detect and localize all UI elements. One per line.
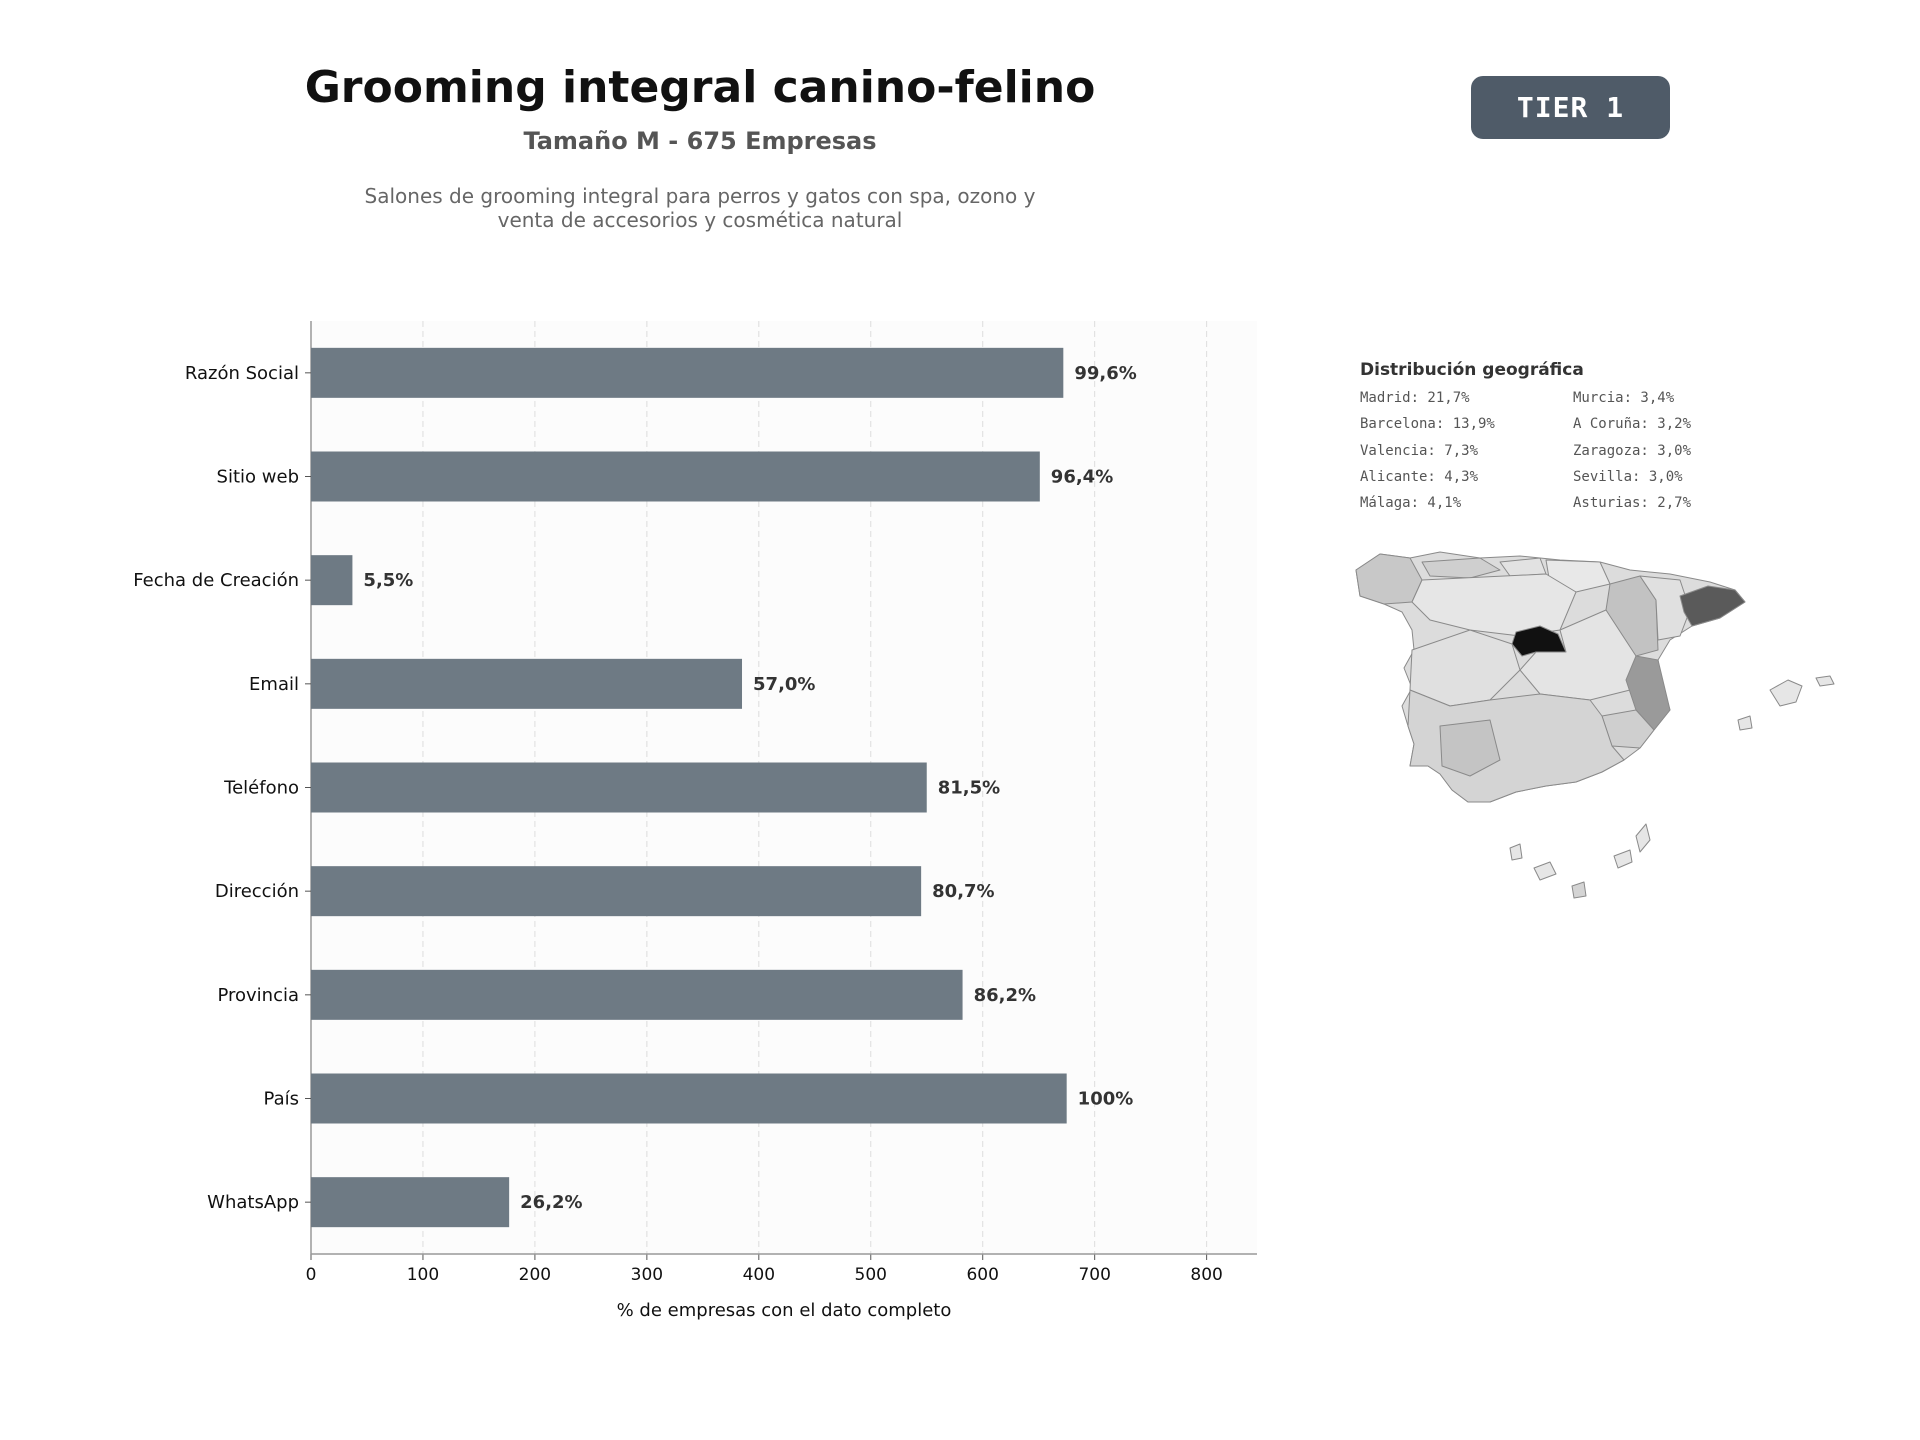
y-tick-label: Provincia — [217, 985, 299, 1006]
bar — [311, 451, 1040, 502]
data-label: 100% — [1078, 1089, 1134, 1110]
x-tick-label: 400 — [743, 1265, 775, 1285]
map-canary-1 — [1533, 861, 1557, 881]
description-line: Salones de grooming integral para perros… — [364, 184, 1036, 208]
x-axis-label: % de empresas con el dato completo — [617, 1300, 952, 1321]
map-region-asturias — [1421, 557, 1501, 579]
geo-item: Alicante: 4,3% — [1360, 468, 1479, 485]
x-tick-label: 0 — [306, 1265, 317, 1285]
geo-title: Distribución geográfica — [1360, 360, 1584, 380]
spain-map — [1355, 551, 1835, 899]
map-canary-2 — [1509, 843, 1523, 861]
map-menorca — [1815, 675, 1835, 687]
x-tick-label: 200 — [519, 1265, 551, 1285]
y-tick-label: Razón Social — [185, 363, 299, 384]
bar — [311, 866, 922, 917]
data-label: 26,2% — [520, 1192, 582, 1213]
geo-list: Madrid: 21,7% Barcelona: 13,9% Valencia:… — [1360, 390, 1800, 521]
map-region-sevilla — [1439, 719, 1501, 777]
y-tick-label: WhatsApp — [207, 1192, 299, 1213]
x-tick-label: 700 — [1078, 1265, 1110, 1285]
x-tick-label: 500 — [855, 1265, 887, 1285]
tier-badge: TIER 1 — [1471, 76, 1670, 139]
geo-distribution-panel: Distribución geográfica Madrid: 21,7% Ba… — [1360, 360, 1800, 521]
geo-item: A Coruña: 3,2% — [1573, 416, 1692, 433]
y-tick-label: País — [264, 1089, 299, 1110]
geo-item: Sevilla: 3,0% — [1573, 468, 1683, 485]
map-canary-3 — [1571, 881, 1587, 899]
page-title: Grooming integral canino-felino — [304, 62, 1096, 113]
geo-item: Barcelona: 13,9% — [1360, 416, 1495, 433]
map-ibiza — [1737, 715, 1753, 731]
bar — [311, 347, 1064, 398]
bar — [311, 1073, 1067, 1124]
completeness-bar-chart: 0 100 200 300 400 500 600 700 800 Razón Social 99,… — [133, 321, 1257, 1321]
y-tick-label: Teléfono — [223, 778, 299, 799]
data-label: 57,0% — [753, 674, 815, 695]
map-region-catalunya-west — [1639, 575, 1691, 641]
x-tick-label: 800 — [1190, 1265, 1222, 1285]
data-label: 99,6% — [1074, 363, 1136, 384]
geo-item: Málaga: 4,1% — [1360, 495, 1462, 512]
bar — [311, 969, 963, 1020]
map-mallorca — [1769, 679, 1803, 707]
x-tick-label: 100 — [407, 1265, 439, 1285]
bar — [311, 762, 927, 813]
map-region-barcelona — [1679, 585, 1746, 627]
geo-item: Madrid: 21,7% — [1360, 390, 1470, 406]
bar — [311, 658, 743, 709]
data-label: 80,7% — [932, 881, 994, 902]
y-tick-label: Fecha de Creación — [133, 570, 299, 591]
bar — [311, 1177, 510, 1228]
data-label: 86,2% — [974, 985, 1036, 1006]
page-subtitle: Tamaño M - 675 Empresas — [523, 127, 877, 155]
map-region-galicia — [1355, 553, 1423, 605]
x-tick-label: 300 — [631, 1265, 663, 1285]
x-tick-label: 600 — [966, 1265, 998, 1285]
description: Salones de grooming integral para perros… — [0, 184, 1400, 232]
geo-item: Valencia: 7,3% — [1360, 442, 1479, 459]
y-tick-label: Email — [249, 674, 299, 695]
map-region-andalucia — [1407, 689, 1625, 803]
bar — [311, 555, 353, 606]
data-label: 5,5% — [363, 570, 413, 591]
map-canary-4 — [1613, 849, 1633, 869]
map-canary-5 — [1635, 823, 1651, 853]
geo-item: Murcia: 3,4% — [1573, 390, 1675, 406]
data-label: 96,4% — [1051, 467, 1113, 488]
y-tick-label: Sitio web — [217, 467, 299, 488]
geo-item: Zaragoza: 3,0% — [1573, 442, 1692, 459]
data-label: 81,5% — [938, 778, 1000, 799]
description-line: venta de accesorios y cosmética natural — [497, 208, 903, 232]
y-tick-label: Dirección — [215, 881, 299, 902]
geo-item: Asturias: 2,7% — [1573, 495, 1692, 512]
